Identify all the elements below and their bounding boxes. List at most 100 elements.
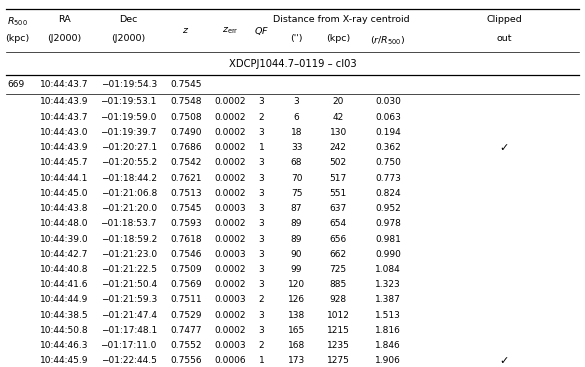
Text: 10:44:43.9: 10:44:43.9 [40,97,88,106]
Text: Distance from X-ray centroid: Distance from X-ray centroid [273,15,409,24]
Text: 1.387: 1.387 [375,295,401,305]
Text: 10:44:44.1: 10:44:44.1 [40,174,88,183]
Text: −01:20:55.2: −01:20:55.2 [101,158,157,167]
Text: −01:21:22.5: −01:21:22.5 [101,265,157,274]
Text: 0.7513: 0.7513 [170,189,202,198]
Text: 0.7593: 0.7593 [170,219,202,228]
Text: 70: 70 [291,174,302,183]
Text: out: out [497,34,512,43]
Text: 0.0002: 0.0002 [214,235,246,244]
Text: Dec: Dec [119,15,138,24]
Text: 502: 502 [329,158,347,167]
Text: 3: 3 [259,265,264,274]
Text: 3: 3 [259,235,264,244]
Text: 0.0002: 0.0002 [214,219,246,228]
Text: 10:44:43.8: 10:44:43.8 [40,204,88,213]
Text: 165: 165 [288,326,305,335]
Text: 1215: 1215 [326,326,350,335]
Text: 173: 173 [288,356,305,366]
Text: 1275: 1275 [326,356,350,366]
Text: 637: 637 [329,204,347,213]
Text: 90: 90 [291,250,302,259]
Text: 3: 3 [259,250,264,259]
Text: 0.824: 0.824 [375,189,401,198]
Text: (J2000): (J2000) [47,34,81,43]
Text: 0.0002: 0.0002 [214,97,246,106]
Text: 0.7569: 0.7569 [170,280,202,289]
Text: $z_{\mathrm{err}}$: $z_{\mathrm{err}}$ [222,26,238,36]
Text: 10:44:44.9: 10:44:44.9 [40,295,88,305]
Text: −01:21:47.4: −01:21:47.4 [101,310,157,320]
Text: 75: 75 [291,189,302,198]
Text: −01:19:39.7: −01:19:39.7 [101,128,157,137]
Text: 0.0002: 0.0002 [214,189,246,198]
Text: 1: 1 [259,143,264,152]
Text: 0.7621: 0.7621 [170,174,202,183]
Text: 0.0002: 0.0002 [214,310,246,320]
Text: 89: 89 [291,219,302,228]
Text: −01:18:53.7: −01:18:53.7 [101,219,157,228]
Text: 0.7542: 0.7542 [170,158,202,167]
Text: 68: 68 [291,158,302,167]
Text: 120: 120 [288,280,305,289]
Text: 10:44:50.8: 10:44:50.8 [40,326,89,335]
Text: −01:21:20.0: −01:21:20.0 [101,204,157,213]
Text: 0.0002: 0.0002 [214,174,246,183]
Text: 0.0003: 0.0003 [214,250,246,259]
Text: 0.063: 0.063 [375,113,401,122]
Text: $R_{500}$: $R_{500}$ [7,15,28,28]
Text: 10:44:43.0: 10:44:43.0 [40,128,88,137]
Text: −01:20:27.1: −01:20:27.1 [101,143,157,152]
Text: 3: 3 [259,174,264,183]
Text: 10:44:42.7: 10:44:42.7 [40,250,88,259]
Text: 3: 3 [259,280,264,289]
Text: 0.952: 0.952 [375,204,401,213]
Text: 0.7618: 0.7618 [170,235,202,244]
Text: −01:21:23.0: −01:21:23.0 [101,250,157,259]
Text: 1012: 1012 [326,310,350,320]
Text: 6: 6 [294,113,300,122]
Text: 0.0002: 0.0002 [214,265,246,274]
Text: 10:44:48.0: 10:44:48.0 [40,219,88,228]
Text: 130: 130 [329,128,347,137]
Text: 2: 2 [259,113,264,122]
Text: 1.513: 1.513 [375,310,401,320]
Text: 242: 242 [330,143,346,152]
Text: 0.7509: 0.7509 [170,265,202,274]
Text: 10:44:39.0: 10:44:39.0 [40,235,89,244]
Text: 10:44:38.5: 10:44:38.5 [40,310,89,320]
Text: 0.990: 0.990 [375,250,401,259]
Text: 168: 168 [288,341,305,350]
Text: 0.7508: 0.7508 [170,113,202,122]
Text: 0.773: 0.773 [375,174,401,183]
Text: 1.084: 1.084 [375,265,401,274]
Text: 126: 126 [288,295,305,305]
Text: 2: 2 [259,295,264,305]
Text: (''): ('') [290,34,303,43]
Text: 1235: 1235 [326,341,350,350]
Text: 10:44:43.7: 10:44:43.7 [40,80,88,89]
Text: 10:44:46.3: 10:44:46.3 [40,341,88,350]
Text: 1.816: 1.816 [375,326,401,335]
Text: 10:44:45.9: 10:44:45.9 [40,356,88,366]
Text: Clipped: Clipped [486,15,522,24]
Text: 3: 3 [259,204,264,213]
Text: 10:44:45.0: 10:44:45.0 [40,189,88,198]
Text: 3: 3 [259,310,264,320]
Text: −01:21:50.4: −01:21:50.4 [101,280,157,289]
Text: 1.846: 1.846 [375,341,401,350]
Text: 3: 3 [294,97,300,106]
Text: 10:44:43.7: 10:44:43.7 [40,113,88,122]
Text: 138: 138 [288,310,305,320]
Text: 10:44:45.7: 10:44:45.7 [40,158,88,167]
Text: −01:18:59.2: −01:18:59.2 [101,235,157,244]
Text: 20: 20 [332,97,344,106]
Text: 0.7529: 0.7529 [170,310,202,320]
Text: 0.0002: 0.0002 [214,128,246,137]
Text: 885: 885 [329,280,347,289]
Text: 0.7686: 0.7686 [170,143,202,152]
Text: 551: 551 [329,189,347,198]
Text: 0.0003: 0.0003 [214,341,246,350]
Text: −01:19:54.3: −01:19:54.3 [101,80,157,89]
Text: 0.0006: 0.0006 [214,356,246,366]
